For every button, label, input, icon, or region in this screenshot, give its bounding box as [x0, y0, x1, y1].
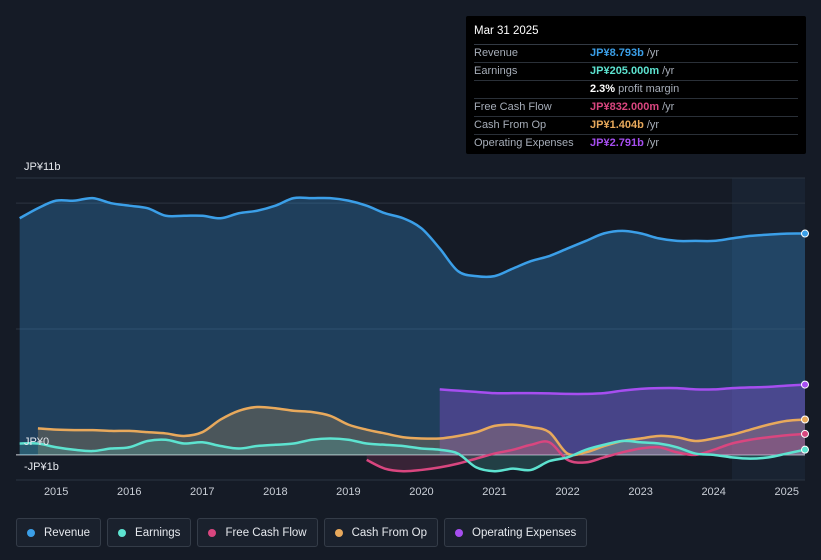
revenue-area [19, 197, 805, 455]
free-cash-flow-line [366, 432, 806, 473]
tooltip-row-label: Earnings [474, 65, 518, 77]
gridlines [16, 177, 805, 481]
revenue-endpoint [801, 229, 809, 238]
legend-dot-icon [208, 528, 217, 537]
x-tick-label: 2022 [555, 486, 579, 498]
series-lines [19, 196, 806, 473]
x-tick-label: 2023 [628, 486, 652, 498]
x-axis-ticks: 2015 2016 2017 2018 2019 2020 2021 2022 2023 2024… [44, 486, 799, 498]
x-tick-label: 2015 [44, 486, 68, 498]
revenue-line [19, 196, 806, 279]
legend-dot-icon [334, 528, 343, 537]
tooltip-date: Mar 31 2025 [474, 24, 798, 45]
x-tick-label: 2018 [263, 486, 287, 498]
x-tick-label: 2020 [409, 486, 433, 498]
tooltip-row-value: JP¥1.404b [590, 119, 644, 131]
tooltip-row: Free Cash Flow JP¥832.000m/yr [474, 99, 798, 117]
legend-dot-icon [27, 528, 35, 537]
legend-dot-icon [118, 528, 127, 537]
legend-label: Operating Expenses [472, 526, 577, 539]
legend-item-revenue[interactable]: Revenue [16, 518, 102, 547]
x-tick-label: 2016 [117, 486, 141, 498]
tooltip-row-value: 2.3% [590, 83, 616, 95]
tooltip-row-label: Operating Expenses [474, 137, 574, 149]
y-axis-bottom-label: -JP¥1b [24, 461, 59, 473]
x-tick-label: 2025 [774, 486, 798, 498]
legend-label: Revenue [44, 526, 91, 539]
tooltip-panel: Mar 31 2025 Revenue JP¥8.793b/yr Earnings J… [466, 16, 806, 154]
earnings-endpoint [801, 445, 809, 454]
y-axis-zero-label: JP¥0 [24, 436, 49, 448]
legend-item-cash-from-op[interactable]: Cash From Op [323, 518, 439, 547]
tooltip-row-unit: /yr [662, 65, 675, 77]
legend-item-operating-expenses[interactable]: Operating Expenses [444, 518, 588, 547]
tooltip-row-unit: /yr [662, 101, 675, 113]
tooltip-row: Earnings JP¥205.000m/yr [474, 63, 798, 81]
earnings-line [19, 437, 806, 473]
tooltip-row-label [474, 81, 590, 98]
free-cash-flow-area [366, 433, 805, 472]
series-endpoints [801, 229, 809, 454]
tooltip-row-unit: /yr [646, 47, 660, 59]
tooltip-row-value: JP¥8.793b [590, 47, 644, 59]
tooltip-row-label: Cash From Op [474, 119, 547, 131]
legend-label: Cash From Op [351, 526, 428, 539]
x-tick-label: 2024 [701, 486, 725, 498]
legend-item-free-cash-flow[interactable]: Free Cash Flow [197, 518, 318, 547]
legend-label: Free Cash Flow [225, 526, 307, 539]
legend-dot-icon [455, 528, 464, 537]
operating-expenses-line [439, 383, 806, 396]
cash-from-op-area [37, 406, 805, 456]
legend-label: Earnings [135, 526, 181, 539]
tooltip-row-label: Free Cash Flow [474, 101, 552, 113]
tooltip-row-unit: /yr [646, 119, 660, 131]
x-tick-label: 2021 [482, 486, 506, 498]
y-axis-top-label: JP¥11b [24, 161, 61, 173]
x-tick-label: 2019 [336, 486, 360, 498]
tooltip-row-unit: /yr [646, 137, 660, 149]
cash-from-op-line [37, 405, 806, 457]
tooltip-row: Revenue JP¥8.793b/yr [474, 45, 798, 63]
operating-expenses-endpoint [801, 380, 809, 389]
earnings-area [19, 438, 805, 472]
tooltip-row-value: JP¥205.000m [590, 65, 660, 77]
x-tick-label: 2017 [190, 486, 214, 498]
tooltip-row: 2.3% profit margin [474, 81, 798, 99]
tooltip-row: Operating Expenses JP¥2.791b/yr [474, 135, 798, 152]
cash-from-op-endpoint [801, 415, 809, 424]
tooltip-row-value: JP¥2.791b [590, 137, 644, 149]
legend-item-earnings[interactable]: Earnings [107, 518, 192, 547]
tooltip-row-unit: profit margin [618, 83, 680, 95]
free-cash-flow-endpoint [801, 429, 809, 438]
legend: Revenue Earnings Free Cash Flow Cash From O… [16, 518, 588, 547]
tooltip-row-value: JP¥832.000m [590, 101, 660, 113]
tooltip-row-label: Revenue [474, 47, 519, 59]
tooltip-row: Cash From Op JP¥1.404b/yr [474, 117, 798, 135]
